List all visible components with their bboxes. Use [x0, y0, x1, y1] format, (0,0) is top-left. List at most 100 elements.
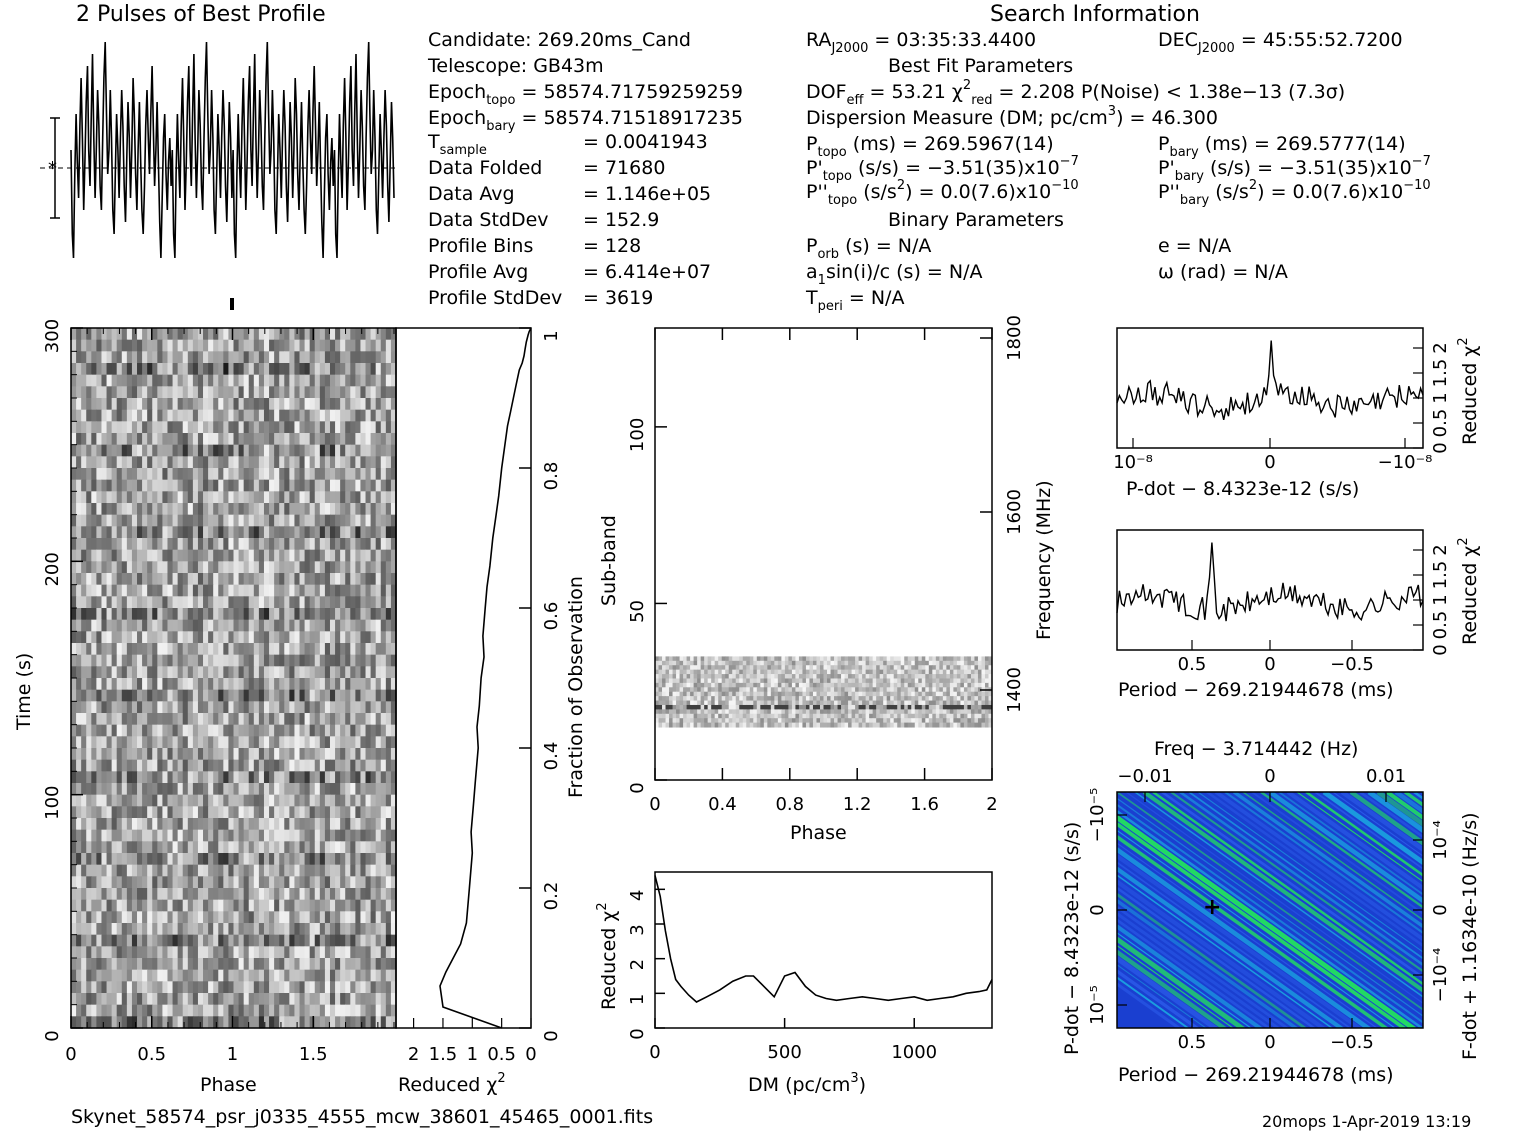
sb-ytick-label: 50: [627, 600, 648, 623]
p-pdot-plot: Freq − 3.714442 (Hz) + 0.5 0 −0.5 −0.01 0 0.0…: [1061, 738, 1481, 1086]
t-sample: = 0.0041943: [583, 131, 708, 153]
pe-ticks-xtick-label: −0.5: [1330, 654, 1374, 675]
dm-xtick-label: 1000: [891, 1042, 937, 1063]
pp-pdot-axis-label: P-dot − 8.4323e-12 (s/s): [1061, 822, 1083, 1055]
pd-ticks-xtick-label: −10⁻⁸: [1378, 452, 1433, 473]
pd-ticks-ytick-label: 2: [1430, 342, 1451, 353]
pd-ticks-ytick-label: 1: [1430, 392, 1451, 403]
search-title: Search Information: [990, 2, 1200, 27]
a1-sini: sin(i)/c (s) = N/A: [826, 261, 983, 283]
dec: = 45:55:52.7200: [1241, 29, 1403, 51]
tp-ytick-label: 200: [42, 552, 63, 586]
profile-avg-label: Profile Avg: [428, 261, 528, 283]
telescope: Telescope: GB43m: [427, 55, 604, 77]
dm-ytick-label: 0: [627, 1028, 648, 1039]
data-stddev-label: Data StdDev: [428, 209, 549, 231]
timestamp: 20mops 1-Apr-2019 13:19: [1262, 1112, 1471, 1131]
dm-ytick-label: 2: [627, 959, 648, 970]
pe-ticks-ytick-label: 0: [1430, 644, 1451, 655]
svg-text:Epochtopo = 58574.71759259259: Epochtopo = 58574.71759259259: [428, 81, 743, 108]
svg-text:Tsample: Tsample: [427, 131, 487, 158]
pp-rtick-label: −10⁻⁴: [1430, 948, 1451, 1003]
profile-stddev: = 3619: [583, 287, 653, 309]
tc-xtick-label: 0: [525, 1044, 536, 1065]
sb-xtick-label: 0.4: [708, 794, 737, 815]
pd-ticks-ytick-label: 1.5: [1430, 359, 1451, 388]
sb-xtick-label: 2: [986, 794, 997, 815]
dm-label: Dispersion Measure (DM; pc/cm: [806, 107, 1108, 129]
dm-xtick-label: 500: [767, 1042, 801, 1063]
pp-rtick-label: 0: [1430, 904, 1451, 915]
pp-xtick-label: −0.5: [1330, 1032, 1374, 1053]
data-avg-label: Data Avg: [428, 183, 515, 205]
svg-text:Porb (s) = N/A: Porb (s) = N/A: [806, 235, 931, 262]
pp-ytick-label: 0: [1087, 904, 1108, 915]
tp-xtick-label: 1.5: [299, 1044, 328, 1065]
dm-chi2-line: [654, 875, 993, 1003]
dm-ytick-label: 4: [627, 890, 648, 901]
candidate: Candidate: 269.20ms_Cand: [428, 29, 691, 51]
tc-xtick-label: 2: [408, 1044, 419, 1065]
data-avg: = 1.146e+05: [583, 183, 711, 205]
omega: ω (rad) = N/A: [1158, 261, 1288, 283]
pe-ticks-ytick-label: 1.5: [1430, 561, 1451, 590]
sb-xtick-label: 0: [649, 794, 660, 815]
info-block: Candidate: 269.20ms_Cand Telescope: GB43…: [427, 29, 1431, 314]
dm-xtick-label: 0: [649, 1042, 660, 1063]
tc-xtick-label: 1: [467, 1044, 478, 1065]
tc-ytick-label: 0: [541, 1030, 562, 1041]
eccentricity: e = N/A: [1158, 235, 1231, 257]
svg-text:Epochbary = 58574.71518917235: Epochbary = 58574.71518917235: [428, 107, 743, 134]
sb-ytick-label: 100: [627, 418, 648, 452]
freq-tick-label: 1600: [1004, 489, 1025, 535]
freq-axis-label: Freq − 3.714442 (Hz): [1154, 738, 1358, 760]
dof: = 53.21: [870, 81, 946, 103]
period-chi2-line: [1116, 542, 1424, 622]
best-fit-marker: +: [1203, 895, 1221, 920]
svg-text:Dispersion Measure (DM; pc/cm3: Dispersion Measure (DM; pc/cm3) = 46.300: [806, 104, 1218, 129]
subband-phase-label: Phase: [790, 822, 847, 844]
ra: = 03:35:33.4400: [874, 29, 1036, 51]
pe-ticks-ytick-label: 1: [1430, 594, 1451, 605]
tp-ytick-label: 0: [42, 1030, 63, 1041]
pdot-chi2-line: [1116, 340, 1424, 420]
pp-ytick-label: −10⁻⁵: [1087, 788, 1108, 843]
pd-bary: (s/s) = −3.51(35)x10: [1210, 157, 1412, 179]
dm-value: ) = 46.300: [1116, 107, 1218, 129]
subband-axis-label: Sub-band: [598, 515, 620, 606]
time-phase-plot: 0 0.5 1 1.5 0 100 200 300 Time (s) Phase: [13, 319, 397, 1096]
sb-xtick-label: 0.8: [775, 794, 804, 815]
binary-title: Binary Parameters: [888, 209, 1064, 231]
pd-ticks-xtick-label: 0: [1264, 452, 1275, 473]
fdot-axis-label: F-dot + 1.1634e-10 (Hz/s): [1459, 812, 1481, 1060]
t-peri: = N/A: [849, 287, 905, 309]
time-chi2-plot: 2 1.5 1 0.5 00 0.2 0.4 0.6 0.8 1 Reduced χ2 Fract…: [395, 327, 587, 1096]
pd-topo: (s/s) = −3.51(35)x10: [858, 157, 1060, 179]
phase-axis-label: Phase: [200, 1074, 257, 1096]
filename: Skynet_58574_psr_j0335_4555_mcw_38601_45…: [71, 1106, 653, 1128]
p-orb: (s) = N/A: [845, 235, 931, 257]
fraction-axis-label: Fraction of Observation: [565, 576, 587, 798]
tc-ytick-label: 0.6: [541, 602, 562, 631]
tc-ytick-label: 0.8: [541, 462, 562, 491]
profile-avg: = 6.414e+07: [583, 261, 711, 283]
svg-text:*: *: [48, 158, 57, 179]
profile-bins: = 128: [583, 235, 641, 257]
sb-xtick-label: 1.2: [843, 794, 872, 815]
pp-toptick-label: 0.01: [1366, 766, 1406, 787]
profile-plot: *: [40, 41, 395, 310]
pp-toptick-label: −0.01: [1117, 766, 1172, 787]
pd-ticks-xtick-label: 10⁻⁸: [1113, 452, 1153, 473]
pdot-reduced-label: Reduced χ2: [1456, 337, 1481, 445]
pp-ytick-label: 10⁻⁵: [1087, 985, 1108, 1025]
pdot-axis-label: P-dot − 8.4323e-12 (s/s): [1126, 478, 1359, 500]
dm-axis-label: DM (pc/cm3): [748, 1071, 866, 1096]
svg-text:DOFeff = 53.21 χ2red = 2.208: DOFeff = 53.21 χ2red = 2.208 P(Noise) < …: [806, 78, 1345, 108]
profile-stddev-label: Profile StdDev: [428, 287, 562, 309]
pe-ticks-ytick-label: 2: [1430, 544, 1451, 555]
tc-xtick-label: 0.5: [487, 1044, 516, 1065]
pdd-bary: (s/s: [1215, 181, 1249, 203]
period-chi2-plot: 0 0.5 1 1.5 2 0.5 0 −0.5 Period − 269.21944678 …: [1116, 529, 1481, 701]
sb-ytick-label: 0: [627, 782, 648, 793]
